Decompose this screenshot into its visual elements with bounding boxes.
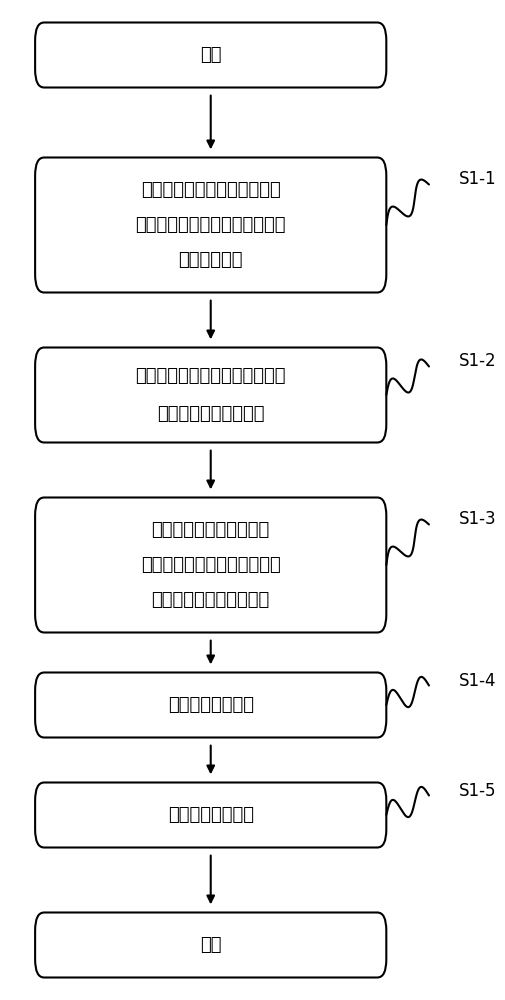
- Text: 计算耗材需求概率: 计算耗材需求概率: [167, 696, 253, 714]
- Text: 存储手术名称、手术医生姓名: 存储手术名称、手术医生姓名: [140, 181, 280, 199]
- Text: 组成的样本集: 组成的样本集: [178, 251, 242, 269]
- FancyBboxPatch shape: [35, 782, 385, 848]
- Text: S1-2: S1-2: [458, 353, 496, 370]
- Text: 计算每个样本集使用过的: 计算每个样本集使用过的: [152, 521, 269, 539]
- FancyBboxPatch shape: [35, 673, 385, 738]
- Text: 结束: 结束: [199, 936, 221, 954]
- FancyBboxPatch shape: [35, 157, 385, 292]
- Text: 动态更新样本数据: 动态更新样本数据: [167, 806, 253, 824]
- Text: 开始: 开始: [199, 46, 221, 64]
- FancyBboxPatch shape: [35, 22, 385, 88]
- Text: 样本集相关联进行存储: 样本集相关联进行存储: [157, 405, 264, 423]
- Text: 把耗材种类、耗材规格与对应的: 把耗材种类、耗材规格与对应的: [135, 367, 285, 385]
- FancyBboxPatch shape: [35, 912, 385, 978]
- FancyBboxPatch shape: [35, 348, 385, 442]
- FancyBboxPatch shape: [35, 498, 385, 633]
- Text: 生成以手术名称、手术医生姓名: 生成以手术名称、手术医生姓名: [135, 216, 285, 234]
- Text: S1-1: S1-1: [458, 170, 496, 188]
- Text: S1-4: S1-4: [458, 672, 495, 690]
- Text: S1-3: S1-3: [458, 510, 496, 528]
- Text: 以及样本集的总样本数量: 以及样本集的总样本数量: [152, 591, 269, 609]
- Text: 耗材种类、规格的样本数量，: 耗材种类、规格的样本数量，: [140, 556, 280, 574]
- Text: S1-5: S1-5: [458, 782, 495, 800]
